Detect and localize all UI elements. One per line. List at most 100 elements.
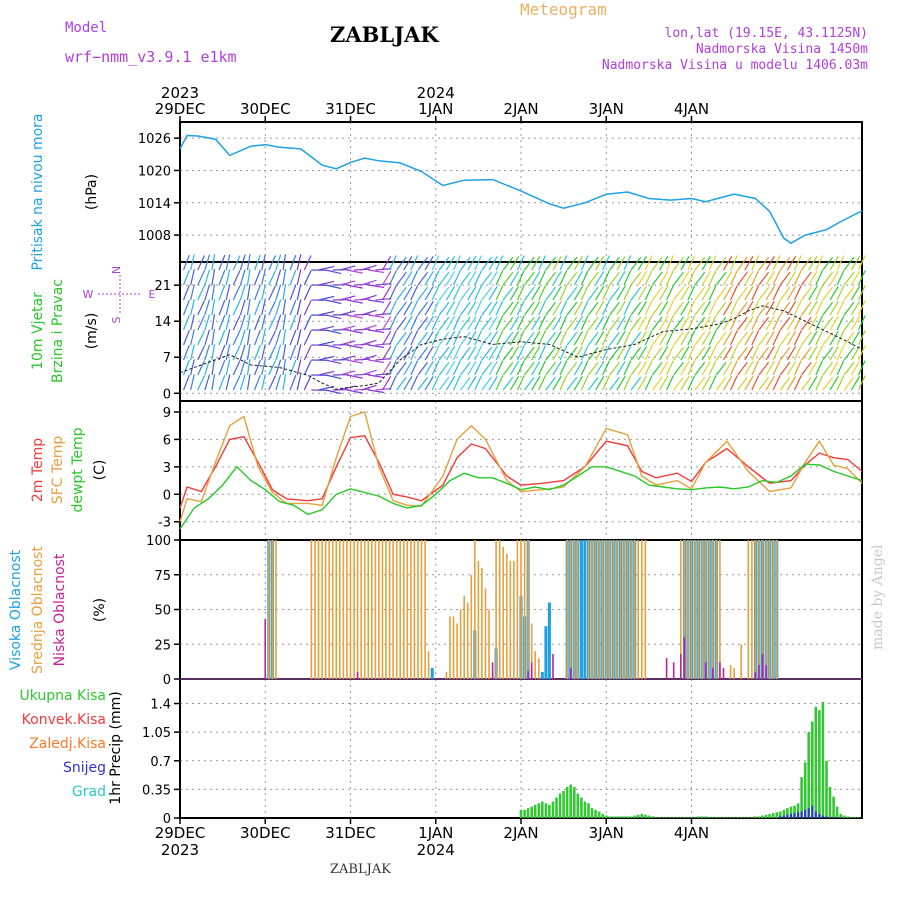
wind-barb <box>389 255 397 271</box>
wind-barb <box>722 315 733 331</box>
wind-barb <box>460 331 471 346</box>
wind-barb <box>460 301 471 316</box>
wind-barb <box>509 300 520 316</box>
wind-barb <box>758 331 770 346</box>
wind-barb <box>389 330 397 346</box>
precip-bar <box>757 816 761 818</box>
precip-bar <box>800 777 803 818</box>
x-year-top: 2024 <box>417 84 455 102</box>
wind-barb <box>254 284 261 301</box>
wind-barb <box>701 375 711 391</box>
wind-barb <box>545 271 556 286</box>
wind-barb <box>751 255 760 271</box>
precip-legend-item: Zaledj.Kisa <box>29 736 106 752</box>
wind-barb <box>843 361 855 376</box>
wind-barb <box>368 374 385 379</box>
wind-barb <box>403 375 413 391</box>
wind-barb <box>318 355 335 361</box>
temp-line-sfc <box>179 411 863 522</box>
wind-barb <box>545 316 556 331</box>
wind-barb <box>786 315 797 331</box>
wind-barb <box>232 315 241 331</box>
station-title: ZABLJAK <box>330 22 439 47</box>
wind-barb <box>424 300 434 316</box>
wind-barb <box>730 270 738 286</box>
wind-barb <box>445 375 456 391</box>
wind-barb <box>708 270 717 286</box>
wind-barb <box>730 345 738 361</box>
cloud-bar <box>495 540 497 679</box>
wind-barb <box>609 376 620 391</box>
wind-barb <box>239 329 246 346</box>
wind-barb <box>588 331 599 346</box>
wind-barb <box>275 269 282 286</box>
wind-barb <box>417 256 429 271</box>
wind-barb <box>659 330 669 346</box>
cloud-bar <box>427 651 430 679</box>
wind-barb <box>793 300 802 316</box>
wind-barb <box>595 330 605 346</box>
wind-barb <box>850 360 861 376</box>
wind-barb <box>481 331 493 346</box>
wind-barb <box>303 315 312 331</box>
wind-barb <box>616 315 626 331</box>
wind-barb <box>431 300 440 316</box>
precip-bar <box>732 817 736 818</box>
wind-barb <box>225 359 231 376</box>
wind-barb <box>673 316 684 331</box>
precip-bar <box>565 786 569 818</box>
wind-barb <box>744 375 754 391</box>
wind-barb <box>616 300 626 316</box>
wind-barb <box>737 316 748 331</box>
wind-barb <box>779 256 791 271</box>
cloud-ylabel-high: Visoka Oblacnost <box>8 549 24 670</box>
wind-barb <box>403 345 413 361</box>
wind-barb <box>481 301 493 316</box>
cloud-bar <box>672 662 675 679</box>
wind-barb <box>808 300 818 316</box>
wind-barb <box>758 376 770 391</box>
wind-barb <box>282 254 287 271</box>
pressure-ytick-label: 1014 <box>138 197 171 212</box>
wind-barb <box>460 346 471 361</box>
wind-barb <box>772 270 781 286</box>
wind-barb <box>381 255 392 271</box>
wind-barb <box>396 361 407 376</box>
wind-barb <box>452 345 461 361</box>
precip-bar <box>846 816 850 818</box>
wind-barb <box>673 346 684 361</box>
cloud-bar <box>683 540 686 679</box>
wind-barb <box>694 331 706 346</box>
wind-barb <box>396 256 407 271</box>
wind-barb <box>339 370 356 376</box>
wind-barb <box>424 345 434 361</box>
wind-barb <box>850 270 861 286</box>
wind-barb <box>516 330 525 346</box>
wind-barb <box>616 270 626 286</box>
wind-barb <box>566 301 578 316</box>
wind-barb <box>595 270 605 286</box>
wind-barb <box>410 360 419 376</box>
pressure-panel: 1008 1014 1020 1026 <box>138 121 863 263</box>
precip-bar <box>839 817 842 818</box>
wind-barb <box>445 345 456 361</box>
wind-barb <box>211 314 216 331</box>
wind-barb <box>758 346 770 361</box>
wind-barb <box>431 375 440 391</box>
wind-barb <box>389 270 397 286</box>
wind-barb <box>495 270 504 286</box>
wind-barb <box>580 315 589 331</box>
x-tick-label-top: 2JAN <box>503 100 538 118</box>
cloud-bar <box>481 567 483 679</box>
wind-barb <box>744 330 754 346</box>
wind-barb <box>410 255 419 271</box>
wind-barb <box>509 255 520 271</box>
wind-barb <box>197 360 206 376</box>
x-tick-label-bottom: 30DEC <box>240 824 291 842</box>
wind-ytick-label: 7 <box>163 351 171 366</box>
wind-barb <box>659 315 669 331</box>
wind-barb <box>602 345 611 361</box>
wind-barb <box>481 271 493 286</box>
precip-bar <box>629 816 633 818</box>
